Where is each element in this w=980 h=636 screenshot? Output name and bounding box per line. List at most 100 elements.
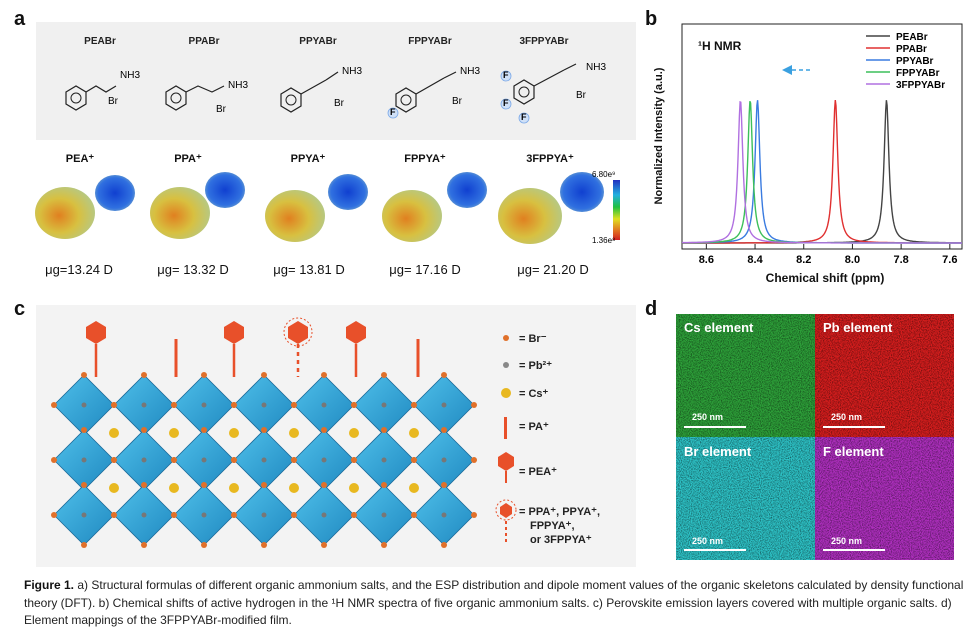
- fluorine-label-1: F: [390, 107, 396, 117]
- colorbar-max: 6.80e⁹: [592, 170, 616, 179]
- cs-ion: [349, 483, 359, 493]
- speckle-overlay: [676, 314, 954, 560]
- legend-pea-symbol: [498, 452, 514, 483]
- molecule-name-4: FPPYABr: [408, 36, 452, 47]
- element-map-textures: [676, 314, 954, 560]
- br-ion: [111, 512, 117, 518]
- br-ion: [351, 512, 357, 518]
- cs-ion: [409, 483, 419, 493]
- x-tick-label: 7.6: [942, 254, 957, 266]
- y-axis-label: Normalized Intensity (a.u.): [653, 67, 665, 204]
- br-ion: [441, 372, 447, 378]
- br-ion: [471, 402, 477, 408]
- ammonium-label-1: NH3: [120, 70, 141, 81]
- bromide-label-1: Br: [108, 96, 118, 107]
- br-ion: [81, 372, 87, 378]
- br-ion: [381, 372, 387, 378]
- legend-mixed-line-1: = PPA⁺, PPYA⁺,: [519, 506, 601, 518]
- 3fppya-structure: [513, 63, 577, 105]
- br-ion: [201, 542, 207, 548]
- legend-mixed-line-2: FPPYA⁺,: [530, 520, 575, 532]
- fluorine-label-4: F: [521, 112, 527, 122]
- br-ion: [141, 427, 147, 433]
- br-ion: [261, 482, 267, 488]
- cation-name-1: PEA⁺: [65, 153, 95, 165]
- esp-map-pea: [35, 175, 135, 239]
- br-ion: [351, 457, 357, 463]
- fluorine-label-3: F: [503, 98, 509, 108]
- cs-ion: [409, 428, 419, 438]
- legend-mixed-line-3: or 3FPPYA⁺: [530, 534, 592, 546]
- pb-ion: [261, 402, 267, 408]
- br-ion: [441, 427, 447, 433]
- legend-label-3FPPYABr: 3FPPYABr: [896, 80, 945, 91]
- br-ion: [261, 427, 267, 433]
- cs-scale: 250 nm: [692, 412, 724, 422]
- panel-letter-b: b: [645, 8, 658, 30]
- panel-letter-c: c: [14, 298, 26, 320]
- br-ion: [231, 402, 237, 408]
- ppya-structure: [280, 71, 339, 113]
- pb-ion: [201, 402, 207, 408]
- molecule-name-5: 3FPPYABr: [519, 36, 569, 47]
- bromide-label-3: Br: [334, 98, 344, 109]
- plot-frame: [681, 23, 963, 250]
- br-ion: [471, 512, 477, 518]
- pb-ion: [321, 402, 327, 408]
- pb-ion: [141, 512, 147, 518]
- br-ion: [441, 542, 447, 548]
- dipole-5: μg= 21.20 D: [517, 262, 589, 277]
- esp-colorbar: [613, 180, 620, 240]
- br-ion: [51, 402, 57, 408]
- x-tick-label: 7.8: [893, 254, 908, 266]
- br-ion: [171, 512, 177, 518]
- br-ion: [81, 542, 87, 548]
- br-ion: [321, 427, 327, 433]
- cs-ion: [169, 428, 179, 438]
- pb-ion: [381, 457, 387, 463]
- ammonium-label-3: NH3: [342, 66, 363, 77]
- dipole-4: μg= 17.16 D: [389, 262, 461, 277]
- cs-ion: [229, 428, 239, 438]
- pb-ion: [321, 457, 327, 463]
- br-ion: [51, 457, 57, 463]
- cs-ion: [109, 428, 119, 438]
- element-maps: Cs element Pb element Br element F eleme…: [676, 314, 954, 560]
- legend-label-FPPYABr: FPPYABr: [896, 68, 940, 79]
- cs-ion: [289, 428, 299, 438]
- x-axis-label: Chemical shift (ppm): [766, 271, 885, 285]
- caption-text: a) Structural formulas of different orga…: [24, 578, 964, 627]
- br-ion: [321, 542, 327, 548]
- cs-ion: [229, 483, 239, 493]
- legend-label-PEABr: PEABr: [896, 32, 928, 43]
- structural-formulas: [65, 63, 577, 124]
- br-ion: [231, 457, 237, 463]
- legend-br: = Br⁻: [519, 333, 547, 345]
- br-ion: [291, 457, 297, 463]
- pb-ion: [261, 457, 267, 463]
- x-tick-label: 8.0: [845, 254, 860, 266]
- legend-symbols: [495, 335, 517, 545]
- esp-map-3fppya: [498, 172, 604, 244]
- pb-ion: [201, 457, 207, 463]
- shift-arrow: [782, 65, 810, 75]
- ammonium-label-2: NH3: [228, 80, 249, 91]
- pa-cation: [174, 339, 178, 377]
- mixed-cation: [283, 317, 313, 377]
- br-map-label: Br element: [684, 444, 752, 459]
- f-map-label: F element: [823, 444, 884, 459]
- br-ion: [261, 372, 267, 378]
- legend-br-symbol: [503, 335, 509, 341]
- esp-map-ppya: [265, 174, 368, 242]
- esp-maps: [35, 172, 620, 244]
- pa-cation: [416, 339, 420, 377]
- nmr-chart: ¹H NMR Chemical shift (ppm) Normalized I…: [653, 23, 963, 285]
- br-ion: [111, 457, 117, 463]
- series-3FPPYABr-line: [682, 100, 962, 244]
- br-ion: [171, 457, 177, 463]
- dipole-1: μg=13.24 D: [45, 262, 113, 277]
- cs-ion: [169, 483, 179, 493]
- ammonium-label-5: NH3: [586, 62, 607, 73]
- br-ion: [111, 402, 117, 408]
- cation-name-4: FPPYA⁺: [404, 153, 446, 165]
